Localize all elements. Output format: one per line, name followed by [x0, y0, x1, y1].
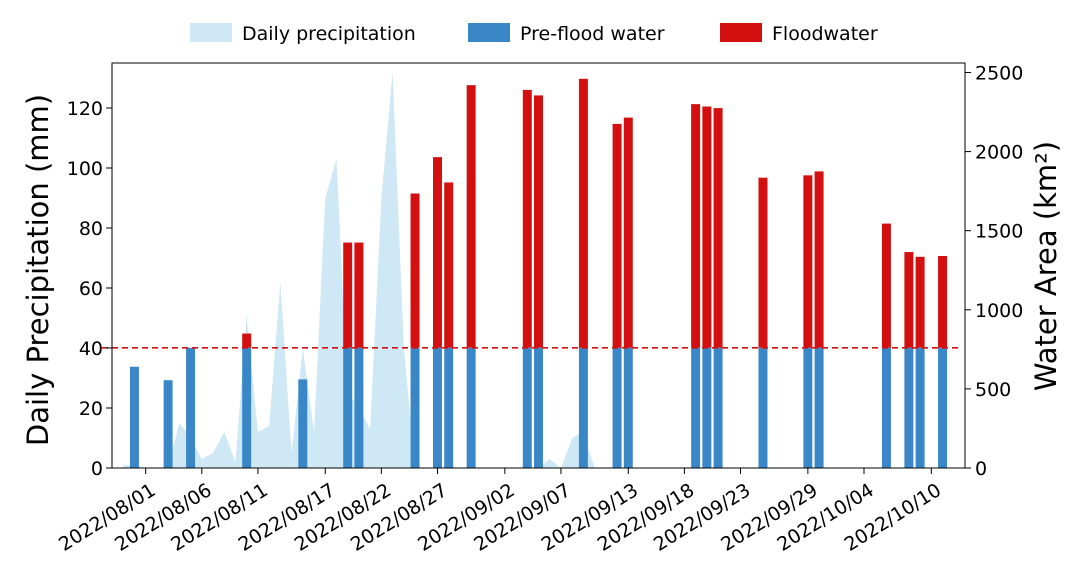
pre-flood-bar [915, 347, 925, 468]
right-axis-label: Water Area (km²) [1029, 141, 1063, 391]
legend-swatch [720, 23, 762, 42]
left-axis: 0 20 40 60 80 100 120 [67, 98, 112, 480]
right-axis-tick-label: 2000 [975, 142, 1023, 164]
pre-flood-bar [186, 347, 196, 468]
pre-flood-bar [814, 347, 824, 468]
legend-label: Pre-flood water [520, 23, 665, 45]
legend-label: Daily precipitation [242, 23, 416, 45]
floodwater-bar [354, 242, 364, 348]
floodwater-bar [534, 95, 543, 348]
legend-label: Floodwater [772, 23, 878, 45]
pre-flood-bar [129, 366, 139, 468]
pre-flood-bar [522, 347, 532, 468]
pre-flood-bar [354, 347, 364, 468]
floodwater-bar [410, 193, 420, 348]
pre-flood-bar [343, 347, 353, 468]
pre-flood-bar [444, 347, 454, 468]
plot-area [102, 62, 966, 469]
floodwater-bar [814, 171, 824, 348]
left-axis-tick-label: 80 [79, 218, 103, 240]
left-axis-tick-label: 120 [67, 98, 103, 120]
left-axis-tick-label: 40 [79, 338, 103, 360]
right-axis-tick-label: 2500 [975, 62, 1023, 84]
pre-flood-bar [691, 347, 701, 468]
floodwater-bar [691, 104, 701, 348]
legend-swatch [190, 23, 232, 42]
pre-flood-bar [534, 347, 543, 468]
floodwater-bar [758, 177, 768, 348]
floodwater-bar [343, 242, 353, 348]
legend: Daily precipitation Pre-flood water Floodw… [190, 23, 878, 45]
floodwater-bar [803, 175, 813, 348]
right-axis-tick-label: 500 [975, 379, 1011, 401]
floodwater-bar [578, 78, 588, 348]
floodwater-bar [444, 182, 454, 348]
legend-swatch [468, 23, 510, 42]
pre-flood-bar [758, 347, 768, 468]
right-axis-tick-label: 1500 [975, 221, 1023, 243]
pre-flood-bar [466, 347, 476, 468]
floodwater-bar [881, 223, 891, 348]
water-area-bars [129, 78, 948, 468]
pre-flood-bar [612, 347, 622, 468]
right-axis-tick-label: 1000 [975, 300, 1023, 322]
floodwater-bar [915, 256, 925, 348]
left-axis-tick-label: 100 [67, 158, 103, 180]
floodwater-bar [623, 117, 633, 348]
floodwater-bar [466, 85, 476, 348]
pre-flood-bar [623, 347, 633, 468]
left-axis-tick-label: 60 [79, 278, 103, 300]
floodwater-bar [242, 333, 252, 348]
plot-frame [111, 62, 966, 469]
pre-flood-bar [702, 347, 712, 468]
floodwater-bar [904, 252, 914, 348]
pre-flood-bar [881, 347, 891, 468]
pre-flood-bar [410, 347, 420, 468]
x-axis: 2022/08/012022/08/062022/08/112022/08/17… [55, 468, 945, 556]
pre-flood-bar [803, 347, 813, 468]
pre-flood-bar [938, 347, 948, 468]
pre-flood-bar [904, 347, 914, 468]
pre-flood-bar [713, 347, 723, 468]
pre-flood-bar [163, 380, 173, 468]
pre-flood-bar [433, 347, 442, 468]
right-axis: 0 500 1000 1500 2000 2500 [965, 62, 1023, 480]
floodwater-bar [522, 89, 532, 348]
floodwater-bar [702, 106, 712, 348]
pre-flood-bar [298, 379, 308, 468]
pre-flood-bar [578, 347, 588, 468]
left-axis-tick-label: 20 [79, 398, 103, 420]
floodwater-bar [433, 157, 442, 348]
floodwater-bar [938, 256, 948, 348]
left-axis-label: Daily Precipitation (mm) [21, 94, 55, 446]
right-axis-tick-label: 0 [975, 458, 987, 480]
floodwater-bar [713, 108, 723, 348]
floodwater-bar [612, 123, 622, 348]
left-axis-tick-label: 0 [91, 458, 103, 480]
pre-flood-bar [242, 347, 252, 468]
